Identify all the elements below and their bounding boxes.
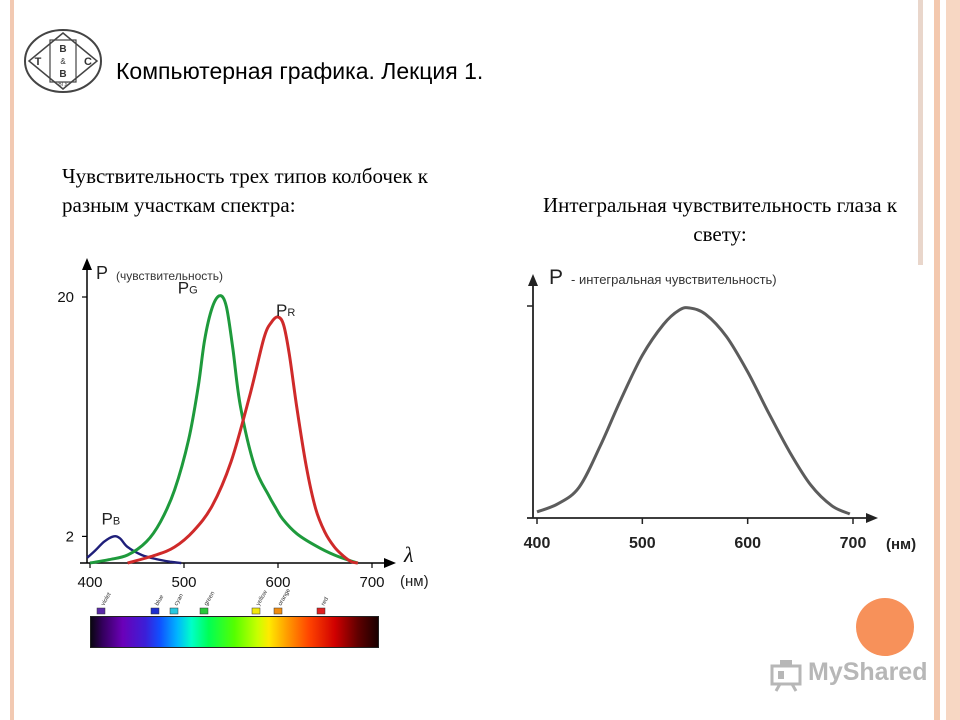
cone-chart-y-label: (чувствительность) <box>116 269 223 283</box>
logo-letter-t: T <box>35 56 42 68</box>
slide-frame-left <box>10 0 14 720</box>
integral-chart-x-unit: (нм) <box>886 536 916 553</box>
slide-frame-right-inner <box>918 0 923 265</box>
decorative-orange-circle <box>856 598 914 656</box>
integral-sensitivity-heading: Интегральная чувствительность глаза к св… <box>542 193 898 246</box>
cone-curve-pr <box>127 315 359 565</box>
cone-curve-label-pr: PR <box>276 301 295 320</box>
cone-chart-y-arrow <box>82 258 92 270</box>
integral-chart-y-arrow <box>528 274 538 286</box>
visible-spectrum-bar <box>90 616 379 648</box>
spectrum-marker-label-violet: violet <box>101 592 113 607</box>
slide-frame-right <box>934 0 940 720</box>
presentation-icon <box>770 660 802 692</box>
spectrum-marker-label-green: green <box>204 591 217 607</box>
integral-chart-x-tick-label: 500 <box>629 535 656 552</box>
cone-curve-label-pb: PB <box>102 509 121 528</box>
integral-chart-y-symbol: P <box>549 266 563 289</box>
cone-chart-x-unit: (нм) <box>400 573 429 590</box>
integral-chart-x-arrow <box>866 513 878 523</box>
spectrum-marker-label-yellow: yellow <box>256 589 270 607</box>
spectrum-marker-yellow <box>251 607 261 615</box>
logo-letter-b-top: B <box>59 44 66 55</box>
cone-chart-y-tick-label: 2 <box>66 528 74 545</box>
university-logo: B T C & B ВГУ <box>24 29 102 93</box>
cone-chart-x-symbol: λ <box>403 542 414 567</box>
cone-sensitivity-heading: Чувствительность трех типов колбочек к р… <box>62 164 428 217</box>
cone-curve-pg <box>89 294 359 565</box>
spectrum-marker-label-blue: blue <box>155 594 166 607</box>
watermark-text: MyShared <box>808 658 928 686</box>
integral-chart-y-label: - интегральная чувствительность) <box>571 272 777 287</box>
spectrum-marker-green <box>199 607 209 615</box>
slide-frame-right-outer <box>946 0 960 720</box>
spectrum-marker-violet <box>96 607 106 615</box>
integral-chart-x-tick-label: 400 <box>524 535 551 552</box>
slide-title: Компьютерная графика. Лекция 1. <box>116 58 484 84</box>
cone-curve-pb <box>86 535 182 565</box>
cone-chart-x-tick-label: 600 <box>265 574 290 591</box>
cone-chart-x-tick-label: 400 <box>77 574 102 591</box>
integral-chart-x-tick-label: 600 <box>734 535 761 552</box>
integral-chart-x-tick-label: 700 <box>840 535 867 552</box>
cone-curve-label-pg: PG <box>178 279 198 298</box>
logo-caption: ВГУ <box>58 82 68 88</box>
spectrum-marker-blue <box>150 607 160 615</box>
integral-chart: P - интегральная чувствительность) (нм) … <box>524 266 917 553</box>
spectrum-markers: violet blue cyan green yellow orange red <box>96 587 331 615</box>
spectrum-marker-cyan <box>169 607 179 615</box>
cone-chart-x-tick-label: 700 <box>359 574 384 591</box>
cone-chart-y-symbol: P <box>96 263 108 283</box>
logo-letter-b-bottom: B <box>59 69 66 80</box>
spectrum-marker-red <box>316 607 326 615</box>
cone-chart-y-tick-label: 20 <box>57 289 74 306</box>
cone-chart-x-arrow <box>384 558 396 568</box>
spectrum-marker-label-cyan: cyan <box>174 593 186 607</box>
spectrum-marker-label-red: red <box>321 596 331 607</box>
integral-curve <box>536 306 851 516</box>
logo-ampersand: & <box>60 57 66 66</box>
spectrum-marker-orange <box>273 607 283 615</box>
cone-chart: P (чувствительность) λ (нм) 400 500 600 700… <box>57 258 429 591</box>
cone-chart-x-tick-label: 500 <box>171 574 196 591</box>
logo-letter-c: C <box>84 56 92 68</box>
